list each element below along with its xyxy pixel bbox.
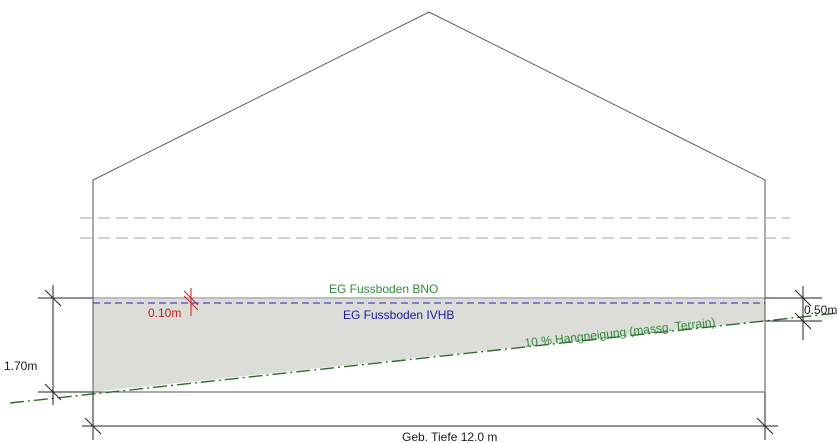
label-floor-bno: EG Fussboden BNO: [329, 282, 438, 296]
dim-small-010: [183, 288, 199, 316]
terrain-fill-area: [93, 299, 765, 392]
dim-right-050: [765, 286, 822, 340]
label-dim-010: 0.10m: [148, 306, 181, 320]
dim-bottom-depth: [82, 392, 778, 440]
label-dim-170: 1.70m: [4, 359, 37, 373]
label-dim-050: 0.50m: [804, 303, 837, 317]
building-outline: [92, 11, 766, 392]
label-depth: Geb. Tiefe 12.0 m: [402, 430, 497, 443]
terrain-slope-line: [9, 312, 838, 404]
label-floor-ivhb: EG Fussboden IVHB: [343, 308, 454, 322]
dim-left-170: [38, 285, 93, 405]
